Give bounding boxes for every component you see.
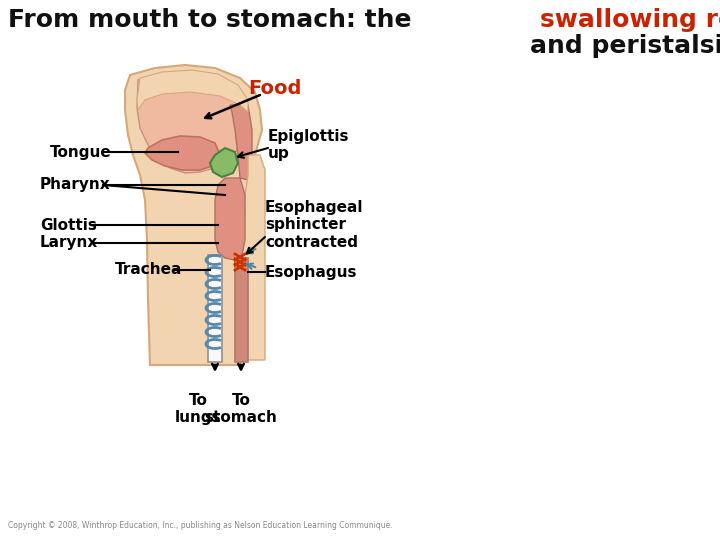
Text: Larynx: Larynx [40,235,98,251]
Text: Epiglottis
up: Epiglottis up [268,129,349,161]
Text: Esophageal
sphincter
contracted: Esophageal sphincter contracted [265,200,364,250]
Polygon shape [137,72,245,173]
Polygon shape [137,70,248,112]
Polygon shape [210,148,238,177]
Polygon shape [215,178,245,260]
Text: To
stomach: To stomach [204,393,277,426]
Text: Esophagus: Esophagus [265,265,358,280]
Text: Glottis: Glottis [40,218,97,233]
Text: Tongue: Tongue [50,145,112,159]
Text: Food: Food [248,78,302,98]
Text: From mouth to stomach: the: From mouth to stomach: the [8,8,420,32]
Polygon shape [145,136,220,170]
Polygon shape [235,258,248,362]
Polygon shape [242,155,265,360]
Text: Trachea: Trachea [115,262,182,278]
Text: To
lungs: To lungs [175,393,221,426]
Polygon shape [208,255,222,362]
Text: and peristalsis: and peristalsis [530,34,720,58]
Text: Pharynx: Pharynx [40,178,111,192]
Polygon shape [230,105,252,180]
Text: Copyright © 2008, Winthrop Education, Inc., publishing as Nelson Education Learn: Copyright © 2008, Winthrop Education, In… [8,521,392,530]
Text: swallowing reflex: swallowing reflex [540,8,720,32]
Polygon shape [125,65,262,365]
